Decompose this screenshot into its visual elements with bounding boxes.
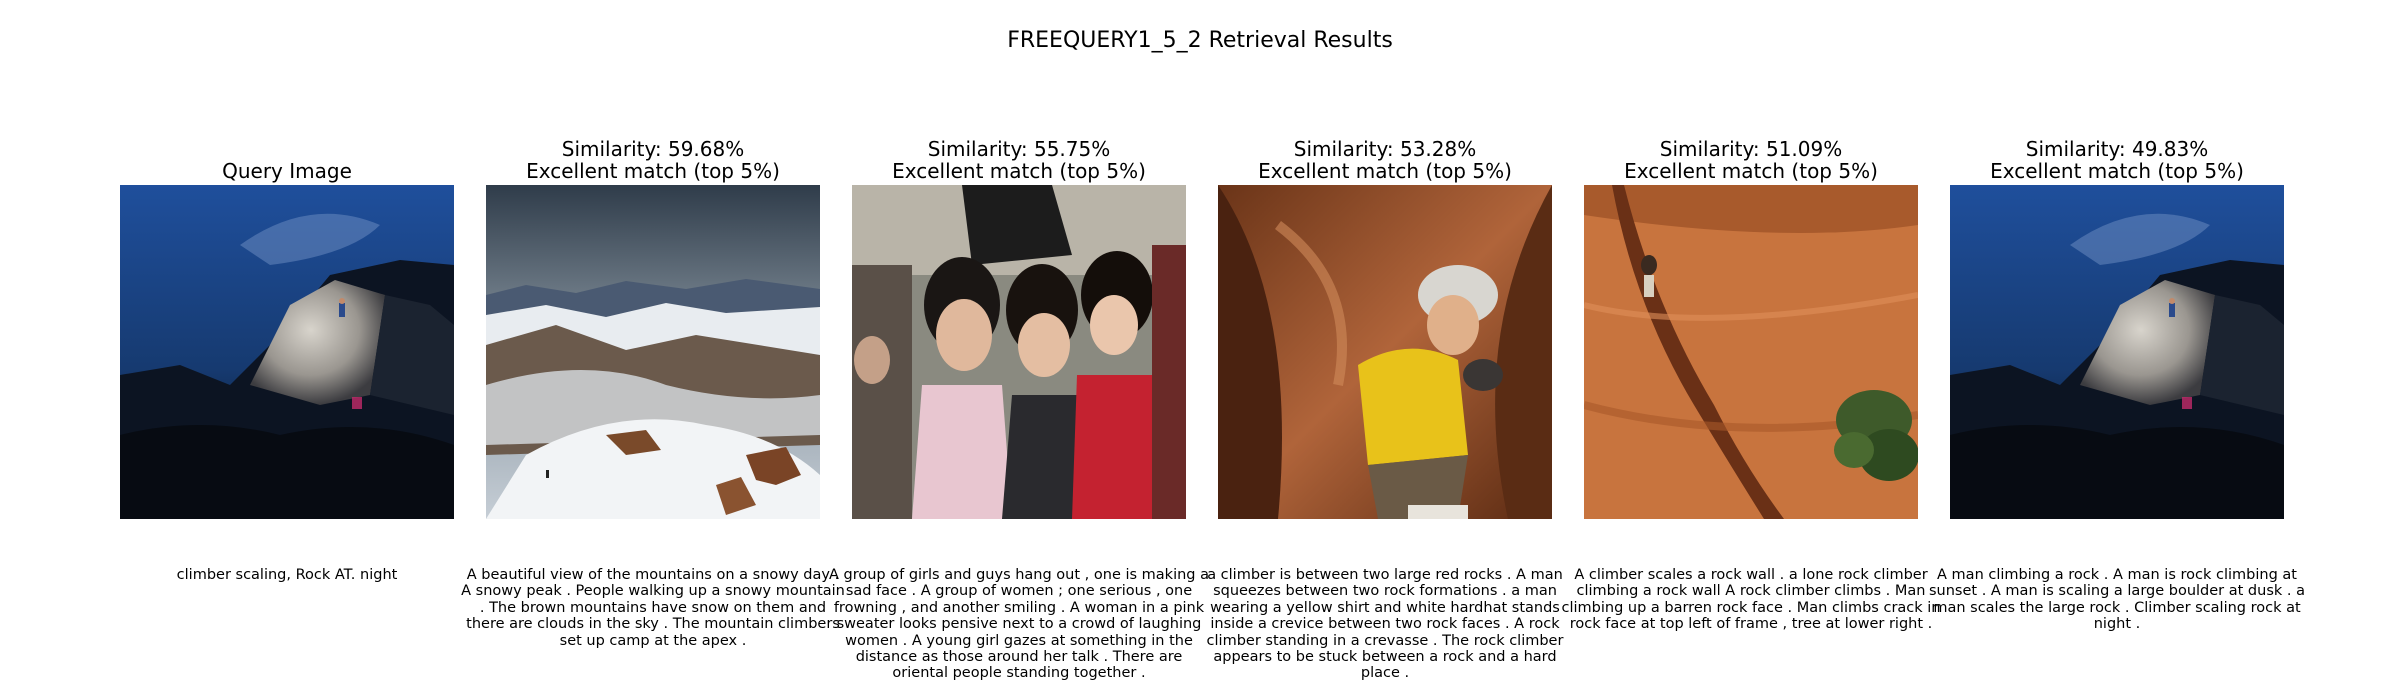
result-panel-2: Similarity: 55.75% Excellent match (top … <box>829 134 1209 682</box>
match-label: Excellent match (top 5%) <box>1258 159 1512 183</box>
query-panel: Query Image <box>120 134 454 583</box>
result-caption-3: a climber is between two large red rocks… <box>1206 567 1564 682</box>
result-caption-1: A beautiful view of the mountains on a s… <box>461 567 845 649</box>
result-heading-4: Similarity: 51.09% Excellent match (top … <box>1584 134 1918 182</box>
result-heading-2: Similarity: 55.75% Excellent match (top … <box>852 134 1186 182</box>
result-image-3 <box>1218 185 1552 519</box>
query-heading: Query Image <box>120 134 454 182</box>
query-heading-label: Query Image <box>222 159 352 183</box>
result-caption-5: A man climbing a rock . A man is rock cl… <box>1928 567 2305 633</box>
similarity-score: Similarity: 59.68% <box>561 137 745 161</box>
match-label: Excellent match (top 5%) <box>526 159 780 183</box>
result-image-4 <box>1584 185 1918 519</box>
result-panel-3: Similarity: 53.28% Excellent match (top … <box>1207 134 1564 682</box>
result-heading-5: Similarity: 49.83% Excellent match (top … <box>1950 134 2284 182</box>
similarity-score: Similarity: 51.09% <box>1659 137 1843 161</box>
result-panel-5: Similarity: 49.83% Excellent match (top … <box>1929 134 2305 633</box>
similarity-score: Similarity: 53.28% <box>1293 137 1477 161</box>
result-heading-1: Similarity: 59.68% Excellent match (top … <box>486 134 820 182</box>
result-panel-1: Similarity: 59.68% Excellent match (top … <box>461 134 845 649</box>
figure-title: FREEQUERY1_5_2 Retrieval Results <box>1007 28 1393 53</box>
match-label: Excellent match (top 5%) <box>892 159 1146 183</box>
result-image-2 <box>852 185 1186 519</box>
result-caption-4: A climber scales a rock wall . a lone ro… <box>1561 567 1941 633</box>
result-image-5 <box>1950 185 2284 519</box>
similarity-score: Similarity: 55.75% <box>927 137 1111 161</box>
query-image <box>120 185 454 519</box>
similarity-score: Similarity: 49.83% <box>2025 137 2209 161</box>
query-caption: climber scaling, Rock AT. night <box>176 567 398 583</box>
result-heading-3: Similarity: 53.28% Excellent match (top … <box>1218 134 1552 182</box>
result-panel-4: Similarity: 51.09% Excellent match (top … <box>1562 134 1941 633</box>
match-label: Excellent match (top 5%) <box>1990 159 2244 183</box>
match-label: Excellent match (top 5%) <box>1624 159 1878 183</box>
result-caption-2: A group of girls and guys hang out , one… <box>828 567 1209 682</box>
result-image-1 <box>486 185 820 519</box>
